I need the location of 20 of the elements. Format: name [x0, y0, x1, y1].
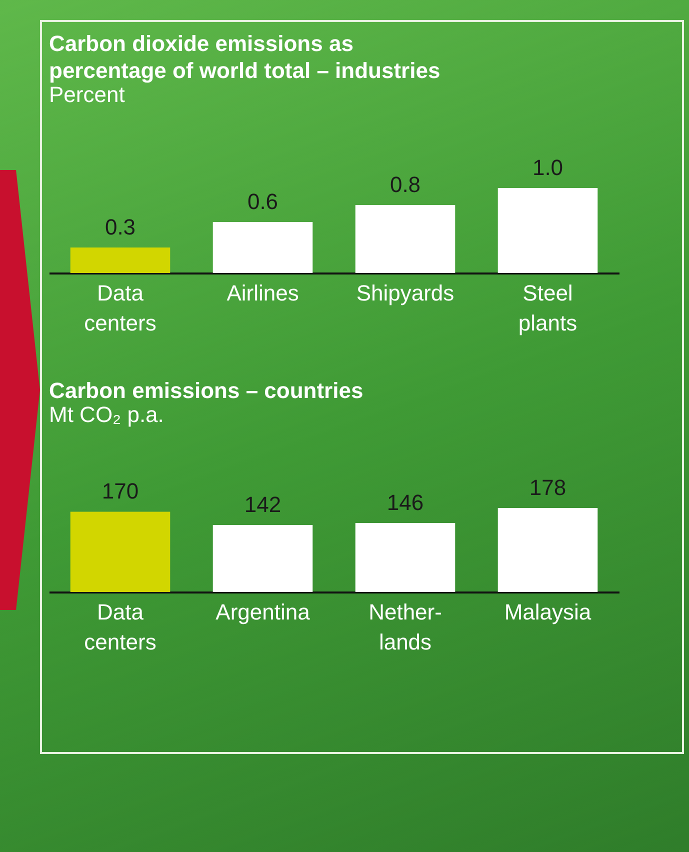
data-label: 0.6: [247, 189, 278, 214]
data-label: 142: [244, 492, 282, 517]
x-tick-label: Shipyards: [356, 280, 454, 306]
chart-subtitle: Percent: [49, 82, 125, 107]
data-label: 1.0: [532, 155, 564, 180]
data-label: 146: [386, 490, 424, 516]
x-tick-label: Airlines: [226, 280, 299, 306]
data-label: 0.3: [104, 214, 136, 240]
chart-subtitle: Mt CO₂ p.a.: [49, 402, 164, 427]
chart-title: Carbon emissions – countries: [49, 378, 364, 403]
x-tick-label: Nether- lands: [368, 600, 442, 654]
data-label: 178: [529, 474, 566, 500]
chart-title: Carbon dioxide emissions as percentage of world total – industries: [49, 31, 440, 83]
data-label: 0.8: [390, 172, 421, 197]
x-tick-label: Data centers: [84, 280, 156, 336]
x-tick-label: Steel plants: [518, 280, 578, 336]
x-tick-label: Argentina: [216, 600, 311, 624]
x-tick-label: Data centers: [84, 600, 156, 654]
x-tick-label: Malaysia: [504, 600, 592, 624]
data-label: 170: [102, 478, 139, 504]
